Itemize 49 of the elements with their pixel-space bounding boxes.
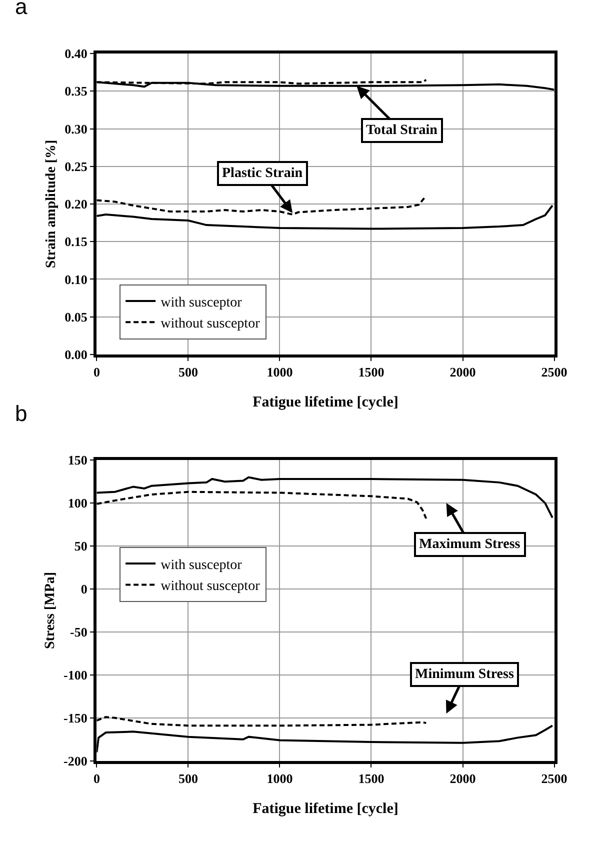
y-tick-label: 100 <box>68 496 88 511</box>
x-tick-label: 1000 <box>266 771 293 786</box>
y-axis-title: Stress [MPa] <box>43 572 58 650</box>
y-tick-label: 0.35 <box>64 84 88 99</box>
chart-title: b <box>15 401 28 426</box>
line-series <box>96 716 428 727</box>
legend-label: without susceptor <box>160 579 260 594</box>
x-tick-label: 500 <box>178 771 198 786</box>
x-tick-label: 0 <box>93 771 100 786</box>
x-tick-label: 500 <box>178 364 198 380</box>
x-tick-label: 2500 <box>541 771 568 786</box>
y-tick-label: 0 <box>80 582 88 597</box>
x-tick-label: 2000 <box>450 364 476 380</box>
y-tick-label: 50 <box>74 538 88 554</box>
y-tick-label: 0.05 <box>64 309 88 324</box>
x-tick-label: 0 <box>93 364 100 380</box>
annotation: Maximum Stress <box>419 537 521 552</box>
annotation: Total Strain <box>366 123 438 138</box>
y-tick-label: 0.30 <box>64 121 88 136</box>
annotation: Plastic Strain <box>222 166 303 181</box>
x-tick-label: 1000 <box>266 364 293 380</box>
line-series <box>96 490 428 520</box>
x-tick-label: 2000 <box>450 771 476 786</box>
y-tick-label: 0.10 <box>64 272 88 287</box>
y-tick-label: 0.00 <box>64 346 88 362</box>
y-tick-label: -200 <box>64 753 88 768</box>
y-tick-label: -150 <box>64 710 88 726</box>
line-series <box>96 204 554 230</box>
y-tick-label: -50 <box>70 624 88 640</box>
y-tick-label: 0.15 <box>64 234 88 250</box>
x-tick-label: 2500 <box>541 364 568 380</box>
legend-label: with susceptor <box>160 295 242 310</box>
legend-label: without susceptor <box>160 316 260 332</box>
line-series <box>96 476 554 519</box>
annotation: Minimum Stress <box>415 667 514 682</box>
y-axis-title: Strain amplitude [%] <box>44 140 60 268</box>
x-axis-title: Fatigue lifetime [cycle] <box>252 394 398 411</box>
y-tick-label: 150 <box>68 452 88 468</box>
line-series <box>96 194 428 216</box>
line-series <box>96 724 554 754</box>
x-tick-label: 1500 <box>358 364 384 380</box>
y-tick-label: 0.40 <box>64 46 88 62</box>
chart-title: a <box>15 0 28 19</box>
legend-label: with susceptor <box>160 558 242 573</box>
x-axis-title: Fatigue lifetime [cycle] <box>252 801 398 818</box>
x-tick-label: 1500 <box>358 771 384 786</box>
y-tick-label: 0.20 <box>64 196 88 212</box>
y-tick-label: -100 <box>64 667 88 682</box>
y-tick-label: 0.25 <box>64 158 88 174</box>
